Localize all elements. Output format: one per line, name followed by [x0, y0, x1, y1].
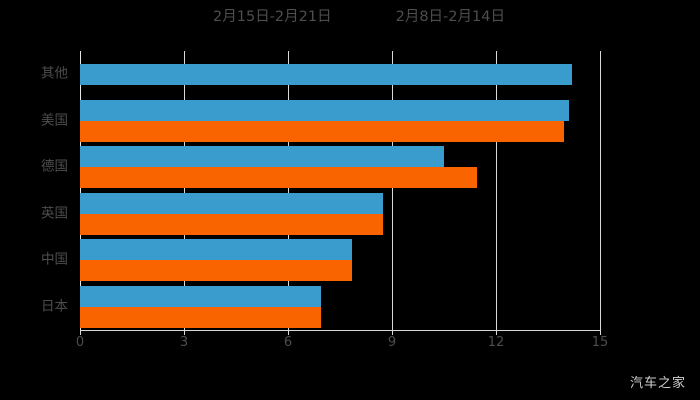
- gridline-9: [392, 51, 393, 330]
- x-tick-mark-9: [392, 331, 393, 335]
- x-tick-mark-6: [288, 331, 289, 335]
- legend-item-series-a[interactable]: 2月15日-2月21日: [195, 10, 332, 25]
- legend-circle-marker-icon: [195, 12, 206, 23]
- y-tick-label-日本: 日本: [41, 298, 68, 314]
- x-tick-label-6: 6: [283, 335, 293, 350]
- gridline-12: [496, 51, 497, 330]
- x-tick-label-9: 9: [387, 335, 397, 350]
- x-axis-tick-labels: 0 3 6 9 12 15: [76, 335, 608, 356]
- gridline-3: [184, 51, 185, 330]
- bar-series-a-美国[interactable]: [80, 99, 569, 121]
- legend-label-series-a: 2月15日-2月21日: [213, 8, 332, 25]
- x-tick-label-0: 0: [75, 335, 85, 350]
- bar-series-b-美国[interactable]: [80, 120, 564, 142]
- bar-series-a-日本[interactable]: [80, 285, 321, 307]
- legend-label-series-b: 2月8日-2月14日: [395, 8, 505, 25]
- bar-series-b-德国[interactable]: [80, 167, 477, 189]
- plot-area: [80, 51, 601, 330]
- bar-series-b-中国[interactable]: [80, 260, 353, 282]
- gridline-6: [288, 51, 289, 330]
- bar-series-a-其他[interactable]: [80, 63, 573, 85]
- x-tick-label-3: 3: [179, 335, 189, 350]
- x-tick-label-12: 12: [487, 335, 505, 350]
- bar-series-a-英国[interactable]: [80, 192, 384, 214]
- y-tick-label-其他: 其他: [41, 65, 68, 82]
- gridline-15: [600, 51, 601, 330]
- y-tick-label-德国: 德国: [41, 158, 68, 175]
- bar-series-a-中国[interactable]: [80, 239, 353, 261]
- x-tick-mark-0: [80, 331, 81, 335]
- x-tick-mark-12: [496, 331, 497, 335]
- watermark: 汽车之家: [629, 376, 686, 391]
- y-tick-label-美国: 美国: [41, 112, 68, 128]
- x-axis-line: [80, 330, 601, 331]
- bar-series-b-日本[interactable]: [80, 306, 321, 328]
- y-tick-label-中国: 中国: [41, 251, 68, 268]
- legend-item-series-b[interactable]: 2月8日-2月14日: [378, 10, 505, 25]
- bar-series-b-英国[interactable]: [80, 213, 384, 235]
- y-tick-label-英国: 英国: [41, 205, 68, 221]
- legend-square-marker-icon: [378, 12, 389, 23]
- x-tick-label-15: 15: [591, 335, 609, 350]
- gridline-0: [80, 51, 81, 330]
- bar-series-a-德国[interactable]: [80, 146, 444, 168]
- y-axis-labels: 其他美国德国英国中国日本: [41, 51, 600, 330]
- x-tick-mark-3: [184, 331, 185, 335]
- chart-legend: 2月15日-2月21日 2月8日-2月14日: [0, 6, 700, 28]
- x-tick-mark-15: [600, 331, 601, 335]
